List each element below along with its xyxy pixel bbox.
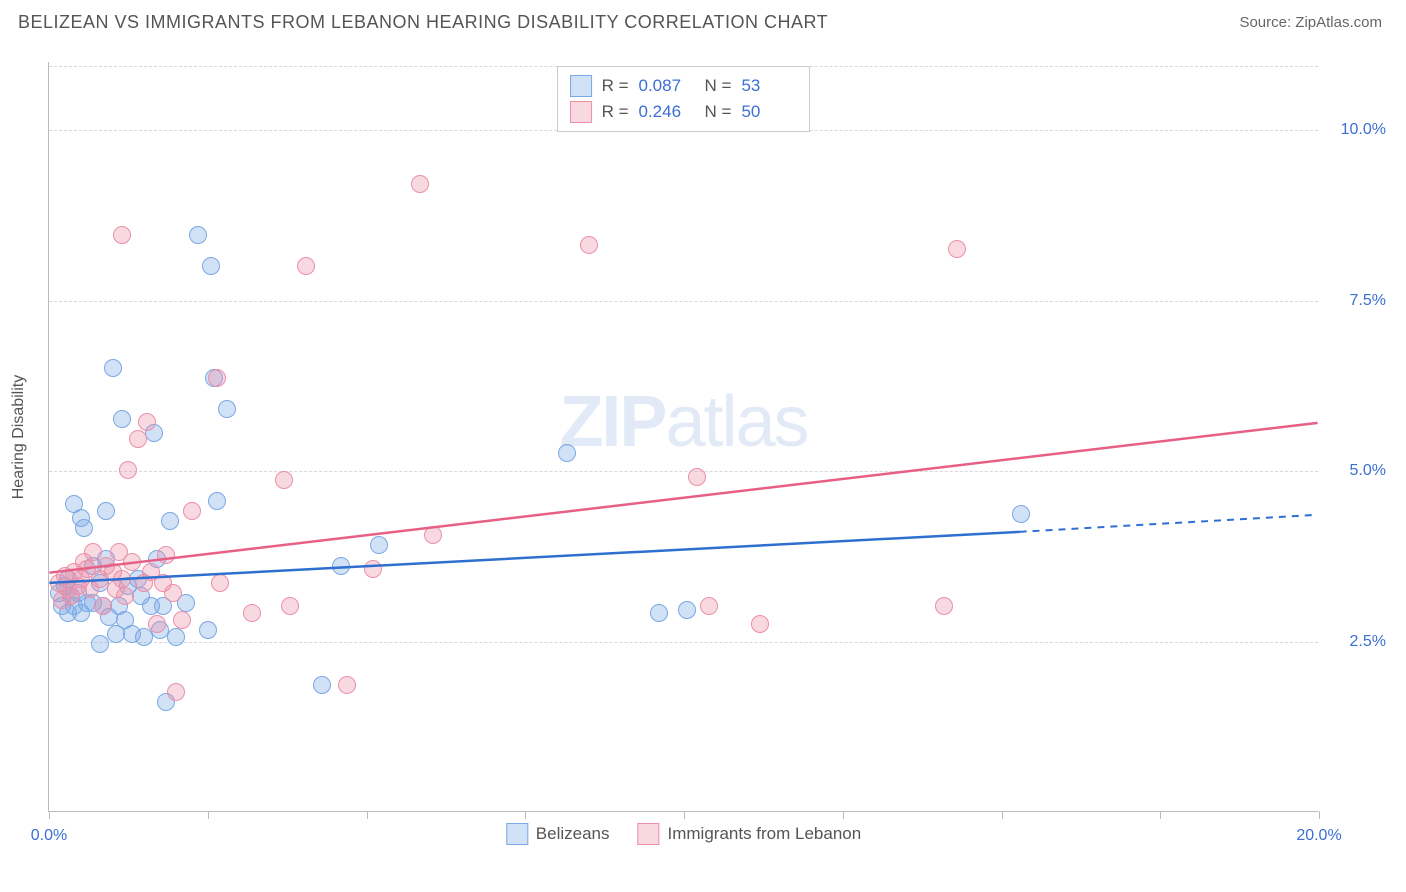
legend-row: R = 0.246 N = 50 [570, 99, 798, 125]
data-point [411, 175, 429, 193]
data-point [678, 601, 696, 619]
legend-item: Belizeans [506, 823, 610, 845]
data-point [167, 683, 185, 701]
legend-n-label: N = [705, 102, 732, 122]
legend-swatch [570, 101, 592, 123]
data-point [1012, 505, 1030, 523]
data-point [164, 584, 182, 602]
data-point [202, 257, 220, 275]
x-tick [367, 811, 368, 819]
data-point [688, 468, 706, 486]
data-point [138, 413, 156, 431]
data-point [129, 430, 147, 448]
legend-r-label: R = [602, 76, 629, 96]
x-tick [1319, 811, 1320, 819]
x-tick [525, 811, 526, 819]
x-tick-label: 20.0% [1296, 827, 1341, 845]
legend-r-value: 0.087 [639, 76, 695, 96]
data-point [208, 369, 226, 387]
gridline [49, 642, 1318, 643]
x-tick [684, 811, 685, 819]
data-point [313, 676, 331, 694]
data-point [332, 557, 350, 575]
legend-label: Immigrants from Lebanon [668, 824, 862, 844]
data-point [157, 546, 175, 564]
data-point [113, 570, 131, 588]
x-tick [49, 811, 50, 819]
data-point [113, 410, 131, 428]
correlation-legend: R = 0.087 N = 53 R = 0.246 N = 50 [557, 66, 811, 132]
data-point [148, 615, 166, 633]
x-tick [843, 811, 844, 819]
gridline [49, 471, 1318, 472]
data-point [275, 471, 293, 489]
y-tick-label: 7.5% [1326, 292, 1386, 310]
data-point [297, 257, 315, 275]
data-point [281, 597, 299, 615]
data-point [700, 597, 718, 615]
legend-label: Belizeans [536, 824, 610, 844]
data-point [119, 461, 137, 479]
x-tick [208, 811, 209, 819]
legend-swatch [506, 823, 528, 845]
legend-r-value: 0.246 [639, 102, 695, 122]
data-point [113, 226, 131, 244]
watermark: ZIPatlas [559, 381, 807, 463]
data-point [580, 236, 598, 254]
data-point [364, 560, 382, 578]
legend-n-label: N = [705, 76, 732, 96]
data-point [211, 574, 229, 592]
data-point [75, 519, 93, 537]
legend-swatch [638, 823, 660, 845]
gridline [49, 301, 1318, 302]
data-point [199, 621, 217, 639]
data-point [167, 628, 185, 646]
data-point [243, 604, 261, 622]
series-legend: Belizeans Immigrants from Lebanon [506, 823, 861, 845]
x-tick [1160, 811, 1161, 819]
chart-title: BELIZEAN VS IMMIGRANTS FROM LEBANON HEAR… [18, 12, 828, 33]
legend-swatch [570, 75, 592, 97]
data-point [558, 444, 576, 462]
legend-n-value: 53 [741, 76, 797, 96]
data-point [650, 604, 668, 622]
data-point [935, 597, 953, 615]
legend-n-value: 50 [741, 102, 797, 122]
data-point [116, 587, 134, 605]
legend-row: R = 0.087 N = 53 [570, 73, 798, 99]
data-point [189, 226, 207, 244]
data-point [161, 512, 179, 530]
y-tick-label: 2.5% [1326, 633, 1386, 651]
data-point [173, 611, 191, 629]
source-label: Source: ZipAtlas.com [1239, 14, 1382, 31]
legend-r-label: R = [602, 102, 629, 122]
data-point [97, 502, 115, 520]
y-tick-label: 10.0% [1326, 121, 1386, 139]
data-point [948, 240, 966, 258]
data-point [424, 526, 442, 544]
data-point [338, 676, 356, 694]
y-tick-label: 5.0% [1326, 462, 1386, 480]
y-axis-label: Hearing Disability [10, 374, 28, 499]
data-point [183, 502, 201, 520]
data-point [218, 400, 236, 418]
data-point [104, 359, 122, 377]
data-point [91, 635, 109, 653]
scatter-chart: ZIPatlas Hearing Disability R =0.087N =5… [48, 62, 1318, 812]
data-point [370, 536, 388, 554]
x-tick-label: 0.0% [31, 827, 67, 845]
data-point [123, 553, 141, 571]
legend-item: Immigrants from Lebanon [638, 823, 862, 845]
header: BELIZEAN VS IMMIGRANTS FROM LEBANON HEAR… [0, 0, 1406, 41]
trend-lines [49, 62, 1318, 811]
data-point [208, 492, 226, 510]
x-tick [1002, 811, 1003, 819]
data-point [94, 597, 112, 615]
data-point [751, 615, 769, 633]
